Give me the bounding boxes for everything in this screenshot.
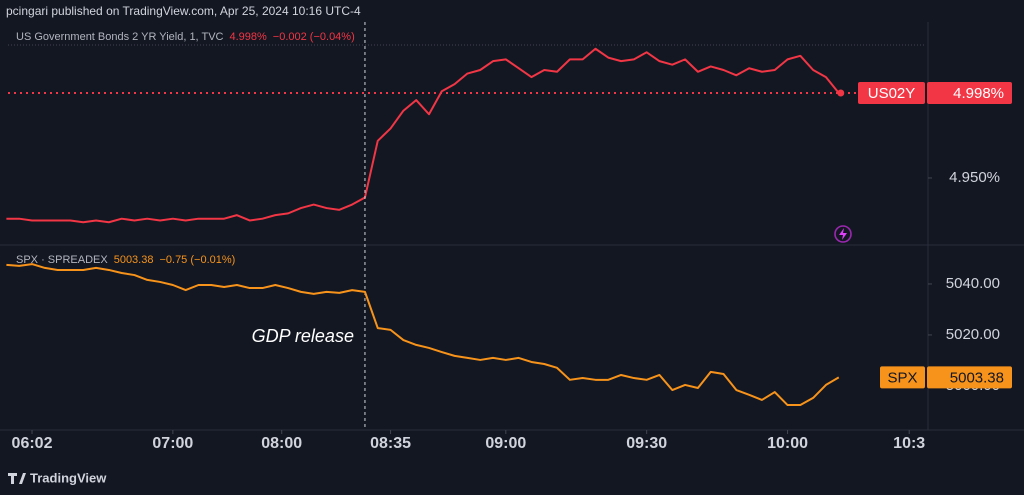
x-tick-label: 06:02 xyxy=(12,435,53,452)
alert-icon[interactable] xyxy=(834,225,852,243)
last-value-box xyxy=(927,366,1012,389)
x-tick-label: 10:00 xyxy=(767,435,808,452)
x-tick-label: 09:00 xyxy=(485,435,526,452)
x-tick-label: 08:35 xyxy=(370,435,411,452)
publisher: pcingari published on TradingView.com, A… xyxy=(6,4,361,18)
legend: SPX · SPREADEX 5003.38 −0.75 (−0.01%) xyxy=(16,254,235,266)
legend-change: −0.002 (−0.04%) xyxy=(273,31,355,43)
symbol-box xyxy=(858,82,925,105)
legend-title: SPX · SPREADEX xyxy=(16,254,108,266)
y-tick-label: 5040.00 xyxy=(946,275,1000,292)
series-line xyxy=(6,263,840,407)
logo-mark xyxy=(8,473,26,484)
x-tick-label: 09:30 xyxy=(626,435,667,452)
legend: US Government Bonds 2 YR Yield, 1, TVC 4.… xyxy=(16,31,355,43)
symbol-box xyxy=(880,366,925,389)
symbol-label: US02Y xyxy=(868,85,916,102)
brand: TradingView xyxy=(30,470,107,485)
symbol-label: SPX xyxy=(887,369,917,386)
annotation-text: GDP release xyxy=(252,326,354,346)
series-line xyxy=(6,47,840,224)
alert-circle xyxy=(834,225,852,243)
x-tick-label: 07:00 xyxy=(152,435,193,452)
y-tick-label: 5020.00 xyxy=(946,326,1000,343)
legend-value: 4.998% xyxy=(229,31,267,43)
last-value-label: 4.998% xyxy=(953,85,1004,102)
x-tick-label: 10:3 xyxy=(893,435,925,452)
y-tick-label: 4.950% xyxy=(949,169,1000,186)
legend-title: US Government Bonds 2 YR Yield, 1, TVC xyxy=(16,31,224,43)
x-tick-label: 08:00 xyxy=(261,435,302,452)
last-point xyxy=(837,89,845,97)
alert-bolt xyxy=(839,228,847,240)
legend-value: 5003.38 xyxy=(114,254,154,266)
last-value-label: 5003.38 xyxy=(950,369,1004,386)
legend-change: −0.75 (−0.01%) xyxy=(159,254,235,266)
last-value-box xyxy=(927,82,1012,105)
footer-logo[interactable]: TradingView xyxy=(8,470,107,485)
